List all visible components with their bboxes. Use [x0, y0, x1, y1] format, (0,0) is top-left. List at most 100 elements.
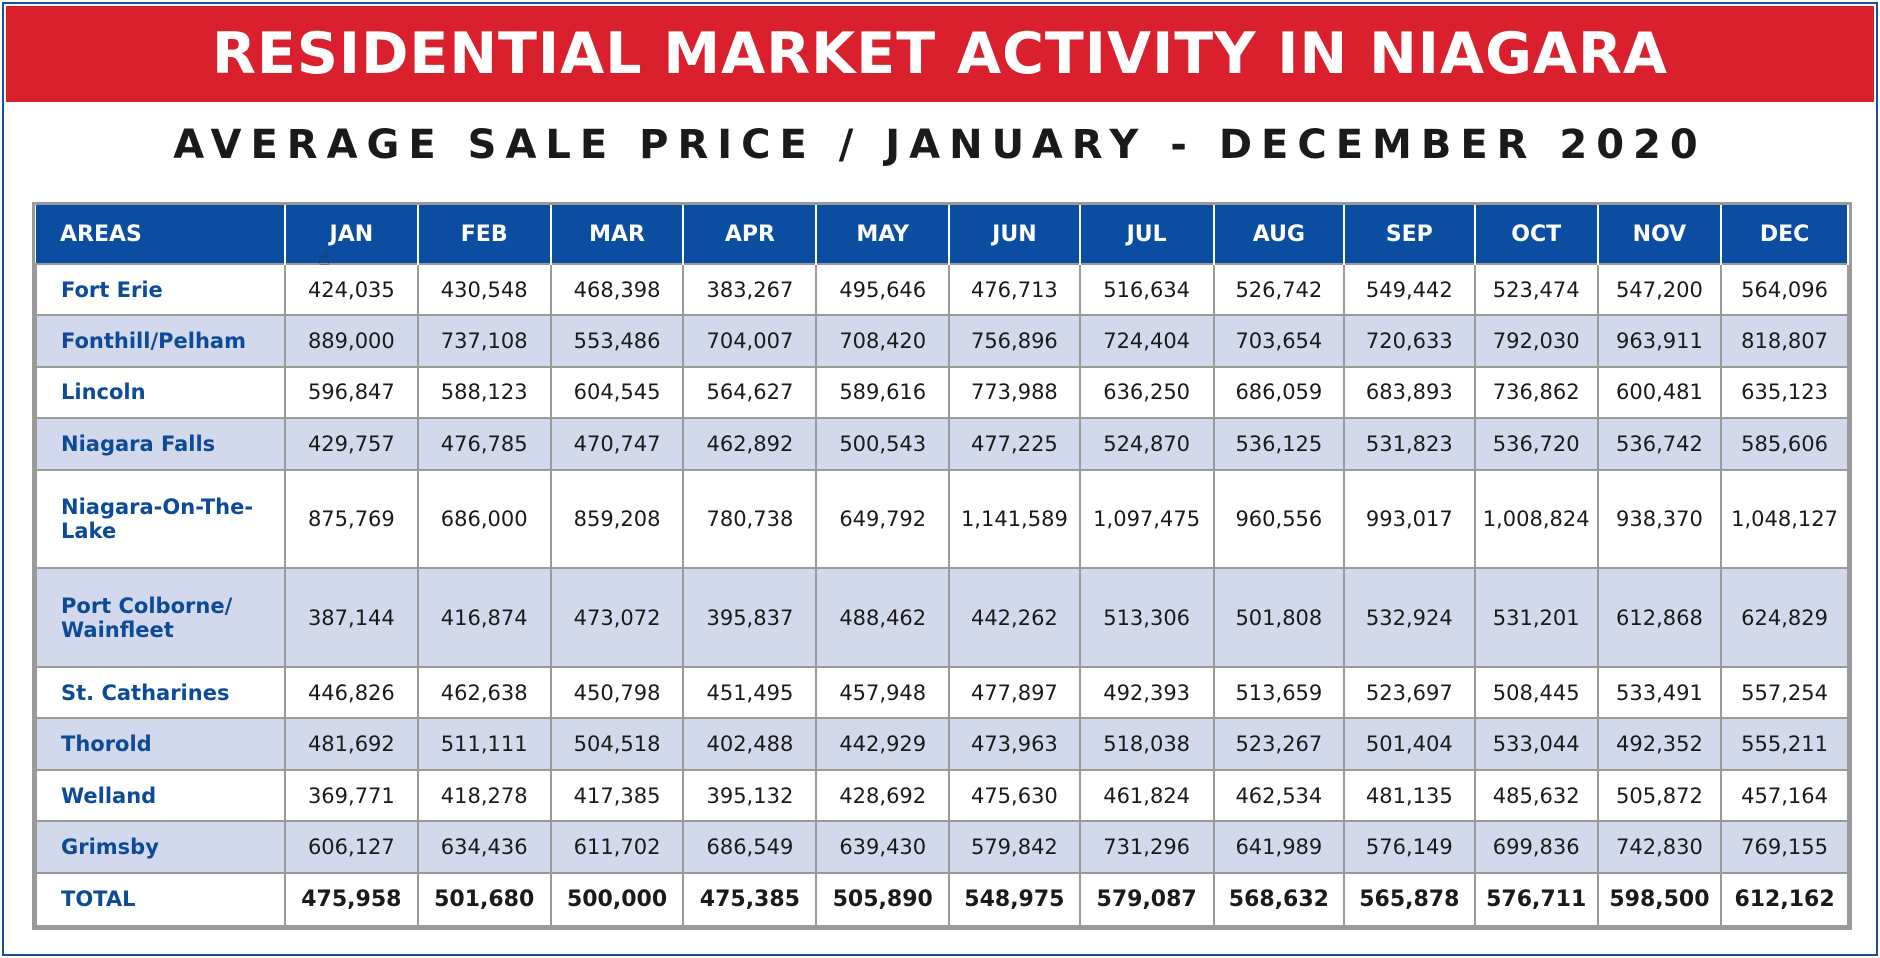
column-header-may: MAY: [816, 205, 951, 264]
area-name-cell: Thorold: [35, 717, 286, 771]
table-row: Grimsby 606,127 634,436 611,702 686,549 639,4…: [35, 820, 1849, 874]
price-cell: 533,491: [1596, 666, 1723, 720]
price-cell: 523,474: [1473, 262, 1599, 317]
price-cell: 686,549: [682, 820, 818, 874]
price-cell: 387,144: [283, 567, 419, 669]
price-cell: 1,097,475: [1078, 468, 1215, 570]
table-row: Fonthill/Pelham 889,000 737,108 553,486 704,…: [35, 314, 1849, 368]
price-cell: 686,059: [1212, 365, 1346, 420]
price-cell: 457,164: [1720, 768, 1849, 823]
price-cell: 624,829: [1720, 567, 1849, 669]
price-cell: 523,697: [1343, 666, 1476, 720]
price-cell: 742,830: [1596, 820, 1723, 874]
area-name-cell: Welland: [35, 768, 286, 823]
column-header-jun: JUN: [949, 205, 1081, 264]
price-cell: 513,306: [1078, 567, 1215, 669]
price-cell: 641,989: [1212, 820, 1346, 874]
price-cell: 475,958: [283, 871, 419, 928]
price-cell: 769,155: [1720, 820, 1849, 874]
price-cell: 557,254: [1720, 666, 1849, 720]
price-cell: 442,929: [815, 717, 951, 771]
price-cell: 875,769: [283, 468, 419, 570]
price-cell: 524,870: [1078, 417, 1215, 471]
price-cell: 555,211: [1720, 717, 1849, 771]
price-cell: 536,742: [1596, 417, 1723, 471]
price-cell: 505,890: [815, 871, 951, 928]
price-cell: 792,030: [1473, 314, 1599, 368]
price-cell: 462,638: [416, 666, 552, 720]
price-cell: 492,352: [1596, 717, 1723, 771]
price-cell: 442,262: [948, 567, 1081, 669]
price-cell: 428,692: [815, 768, 951, 823]
price-cell: 526,742: [1212, 262, 1346, 317]
price-cell: 477,225: [948, 417, 1081, 471]
price-cell: 724,404: [1078, 314, 1215, 368]
price-cell: 576,149: [1343, 820, 1476, 874]
price-cell: 475,385: [682, 871, 818, 928]
column-header-oct: OCT: [1474, 205, 1599, 264]
table-header-row: AREAS JAN FEB MAR APR MAY JUN JUL AUG SEP OCT NOV DE…: [36, 205, 1849, 264]
price-cell: 501,808: [1212, 567, 1346, 669]
price-cell: 473,072: [549, 567, 685, 669]
price-cell: 488,462: [815, 567, 951, 669]
price-cell: 430,548: [416, 262, 552, 317]
price-cell: 756,896: [948, 314, 1081, 368]
area-name-cell: Niagara-On-The-Lake: [35, 468, 286, 570]
price-cell: 859,208: [549, 468, 685, 570]
price-cell: 549,442: [1343, 262, 1476, 317]
price-cell: 505,872: [1596, 768, 1723, 823]
price-cell: 686,000: [416, 468, 552, 570]
hand-cursor-icon: ☝: [318, 246, 331, 270]
table-row: St. Catharines 446,826 462,638 450,798 451,4…: [35, 666, 1849, 720]
table-row: Welland 369,771 418,278 417,385 395,132 428,6…: [35, 768, 1849, 823]
page-title: RESIDENTIAL MARKET ACTIVITY IN NIAGARA: [211, 21, 1668, 87]
price-cell: 536,720: [1473, 417, 1599, 471]
price-table-container: AREAS JAN FEB MAR APR MAY JUN JUL AUG SEP OCT NOV DE…: [32, 202, 1852, 930]
column-header-feb: FEB: [417, 205, 552, 264]
price-cell: 585,606: [1720, 417, 1849, 471]
price-cell: 963,911: [1596, 314, 1723, 368]
price-cell: 500,543: [815, 417, 951, 471]
price-cell: 579,842: [948, 820, 1081, 874]
price-cell: 501,680: [416, 871, 552, 928]
price-cell: 568,632: [1212, 871, 1346, 928]
column-header-aug: AUG: [1213, 205, 1346, 264]
price-cell: 531,201: [1473, 567, 1599, 669]
price-cell: 492,393: [1078, 666, 1215, 720]
price-cell: 402,488: [682, 717, 818, 771]
page-title-banner: RESIDENTIAL MARKET ACTIVITY IN NIAGARA: [6, 6, 1874, 102]
price-cell: 683,893: [1343, 365, 1476, 420]
price-cell: 468,398: [549, 262, 685, 317]
price-cell: 369,771: [283, 768, 419, 823]
price-cell: 532,924: [1343, 567, 1476, 669]
table-row: Niagara Falls 429,757 476,785 470,747 462,89…: [35, 417, 1849, 471]
price-cell: 416,874: [416, 567, 552, 669]
price-cell: 639,430: [815, 820, 951, 874]
price-cell: 495,646: [815, 262, 951, 317]
price-cell: 462,892: [682, 417, 818, 471]
price-cell: 451,495: [682, 666, 818, 720]
price-cell: 383,267: [682, 262, 818, 317]
table-row: Fort Erie 424,035 430,548 468,398 383,267 495…: [35, 262, 1849, 317]
price-table: AREAS JAN FEB MAR APR MAY JUN JUL AUG SEP OCT NOV DE…: [35, 205, 1849, 928]
price-cell: 446,826: [283, 666, 419, 720]
area-name-cell: St. Catharines: [35, 666, 286, 720]
price-cell: 565,878: [1343, 871, 1476, 928]
area-name-cell: Port Colborne/ Wainfleet: [35, 567, 286, 669]
price-cell: 547,200: [1596, 262, 1723, 317]
price-cell: 598,500: [1596, 871, 1723, 928]
price-cell: 889,000: [283, 314, 419, 368]
price-cell: 579,087: [1078, 871, 1215, 928]
price-cell: 424,035: [283, 262, 419, 317]
price-cell: 612,162: [1720, 871, 1849, 928]
column-header-jul: JUL: [1079, 205, 1215, 264]
price-cell: 485,632: [1473, 768, 1599, 823]
price-cell: 513,659: [1212, 666, 1346, 720]
price-cell: 649,792: [815, 468, 951, 570]
price-cell: 531,823: [1343, 417, 1476, 471]
column-header-jan: JAN: [284, 205, 419, 264]
price-cell: 450,798: [549, 666, 685, 720]
price-cell: 461,824: [1078, 768, 1215, 823]
price-cell: 533,044: [1473, 717, 1599, 771]
price-cell: 576,711: [1473, 871, 1599, 928]
